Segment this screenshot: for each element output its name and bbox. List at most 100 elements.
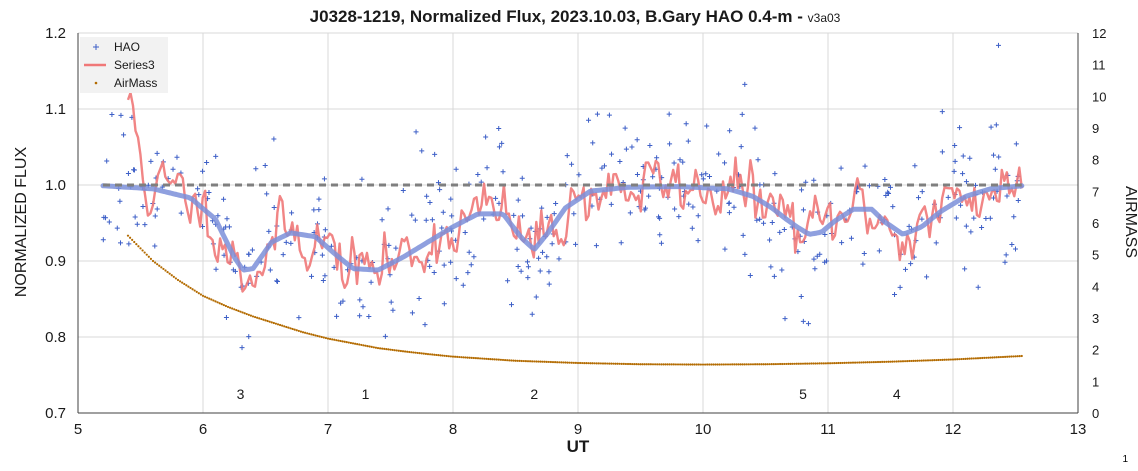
airmass-point (1014, 355, 1017, 358)
airmass-point (285, 325, 288, 329)
airmass-point (297, 329, 300, 333)
hao-point (647, 142, 653, 148)
airmass-point (656, 363, 659, 366)
airmass-point (289, 327, 292, 330)
hao-point (963, 223, 969, 229)
hao-point (654, 155, 660, 161)
airmass-point (962, 357, 965, 361)
hao-point (322, 227, 328, 233)
airmass-point (262, 318, 265, 321)
airmass-point (203, 295, 207, 298)
hao-point (154, 150, 160, 156)
airmass-point (616, 362, 619, 365)
hao-point (475, 171, 481, 177)
hao-point (1011, 214, 1017, 220)
airmass-point (987, 356, 990, 359)
hao-point (968, 229, 974, 235)
plot-border (77, 33, 1079, 414)
hao-point (481, 216, 487, 222)
airmass-point (985, 356, 988, 359)
y-tick-label: 0.7 (45, 405, 66, 422)
hao-point (427, 200, 433, 206)
event-label: 3 (237, 386, 245, 402)
hao-point (274, 278, 280, 284)
y2-tick-label: 7 (1092, 184, 1099, 199)
hao-point (902, 266, 908, 272)
airmass-point (541, 360, 544, 363)
airmass-point (414, 351, 417, 354)
airmass-point (437, 354, 440, 357)
hao-point (908, 261, 914, 267)
airmass-point (820, 362, 823, 365)
airmass-point (331, 338, 334, 341)
airmass-point (422, 352, 425, 355)
airmass-point (918, 359, 921, 362)
airmass-point (428, 353, 432, 356)
hao-point (334, 313, 340, 319)
airmass-point (191, 288, 194, 291)
chart-title-main: J0328-1219, Normalized Flux, 2023.10.03,… (310, 7, 803, 26)
airmass-point (970, 357, 973, 360)
airmass-point (664, 363, 667, 366)
airmass-point (593, 362, 596, 365)
airmass-point (345, 341, 348, 344)
hao-point (152, 213, 158, 219)
airmass-point (958, 358, 961, 361)
airmass-point (214, 300, 217, 303)
airmass-point (478, 357, 482, 360)
airmass-point (295, 329, 298, 332)
airmass-point (476, 357, 480, 360)
airmass-point (553, 361, 557, 364)
airmass-point (426, 353, 430, 356)
airmass-point (485, 357, 488, 360)
airmass-point (718, 363, 721, 366)
hao-point (453, 276, 459, 282)
airmass-point (487, 357, 490, 361)
airmass-point (945, 358, 948, 361)
airmass-point (499, 358, 503, 361)
airmass-point (320, 335, 323, 339)
airmass-point (778, 362, 782, 366)
airmass-point (951, 358, 955, 361)
airmass-point (470, 356, 473, 359)
airmass-point (560, 361, 563, 364)
airmass-point (412, 351, 415, 354)
airmass-point (587, 362, 590, 365)
hao-point (924, 274, 930, 280)
airmass-point (251, 315, 255, 318)
hao-point (505, 278, 511, 284)
airmass-point (608, 362, 611, 365)
hao-point (465, 270, 471, 276)
hao-point (536, 255, 542, 261)
legend-airmass-marker (94, 81, 98, 85)
hao-point (642, 207, 648, 213)
hao-point (657, 215, 663, 221)
legend: HAO Series3 AirMass (80, 37, 168, 93)
airmass-point (216, 301, 219, 304)
hao-point (967, 155, 973, 161)
hao-point (1002, 259, 1008, 265)
hao-point (283, 239, 289, 245)
airmass-point (201, 294, 205, 297)
airmass-point (733, 363, 736, 366)
airmass-point (316, 334, 319, 338)
airmass-point (606, 362, 609, 365)
airmass-point (449, 355, 453, 358)
airmass-point (326, 337, 330, 340)
hao-point (658, 240, 664, 246)
hao-point (100, 237, 106, 243)
hao-point (627, 210, 633, 216)
airmass-point (1020, 354, 1023, 358)
hao-point (537, 268, 543, 274)
hao-point (514, 246, 520, 252)
airmass-point (524, 360, 528, 363)
airmass-point (308, 332, 311, 335)
airmass-point (691, 363, 694, 366)
airmass-point (328, 337, 332, 341)
airmass-point (333, 338, 336, 341)
hao-series (100, 42, 1024, 351)
hao-point (322, 273, 328, 279)
airmass-point (862, 361, 865, 364)
hao-point (650, 174, 656, 180)
hao-point (213, 153, 219, 159)
